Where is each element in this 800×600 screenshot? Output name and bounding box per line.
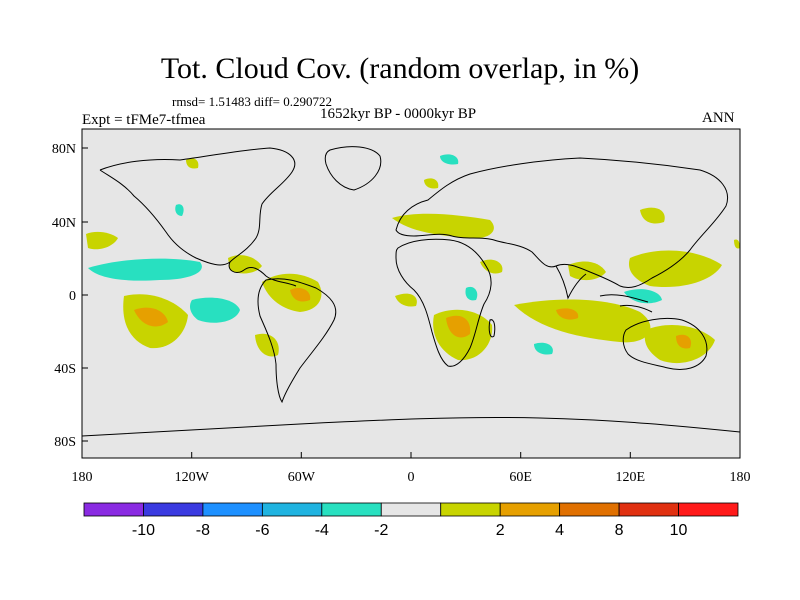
colorbar-swatch xyxy=(321,502,382,517)
colorbar-swatch xyxy=(499,502,561,517)
coastline-india xyxy=(555,265,587,300)
colorbar-swatch xyxy=(618,502,679,517)
colorbar-swatch xyxy=(440,502,501,517)
coastline-madagascar xyxy=(488,319,496,338)
colorbar-swatch xyxy=(380,502,442,517)
positive-anomaly xyxy=(640,207,665,224)
colorbar-label: -2 xyxy=(374,522,388,539)
colorbar: -10 -8 -6 -4 -2 2 4 8 10 xyxy=(83,502,739,539)
coastline-south-america xyxy=(257,278,337,404)
positive-anomaly-strong xyxy=(556,308,579,320)
coastline-indonesia xyxy=(599,294,653,313)
tick-marks xyxy=(81,147,741,458)
colorbar-label: 2 xyxy=(496,522,505,539)
x-tick-label: 180 xyxy=(730,470,751,485)
rmsd-diff-stats: rmsd= 1.51483 diff= 0.290722 xyxy=(172,94,332,109)
negative-anomaly xyxy=(190,297,240,323)
y-tick-label: 40S xyxy=(54,362,76,377)
colorbar-swatch xyxy=(83,502,144,517)
negative-anomaly xyxy=(624,289,662,304)
coastline-africa xyxy=(395,238,492,367)
negative-anomaly xyxy=(465,286,478,301)
positive-anomaly-strong xyxy=(134,307,168,327)
negative-anomaly xyxy=(175,204,184,216)
x-tick-label: 120W xyxy=(175,470,210,485)
coastline-antarctica xyxy=(81,416,741,437)
colorbar-label: 4 xyxy=(555,522,564,539)
experiment-label: Expt = tFMe7-tfmea xyxy=(82,112,206,128)
y-tick-label: 80S xyxy=(54,435,76,450)
positive-anomaly xyxy=(395,293,417,307)
coastline-north-america xyxy=(99,147,297,287)
negative-anomaly xyxy=(440,154,459,165)
colorbar-label: 10 xyxy=(670,522,688,539)
x-tick-label: 120E xyxy=(616,470,646,485)
positive-anomaly xyxy=(392,213,494,239)
positive-anomaly xyxy=(228,255,262,274)
colorbar-swatch xyxy=(143,502,204,517)
x-tick-label: 60E xyxy=(509,470,532,485)
x-tick-label: 180 xyxy=(72,470,93,485)
positive-anomaly xyxy=(186,158,199,169)
coastlines xyxy=(81,146,741,437)
positive-anomaly xyxy=(424,178,439,189)
coastline-australia xyxy=(622,317,708,370)
positive-anomaly xyxy=(514,299,651,343)
colorbar-swatch xyxy=(559,502,620,517)
colorbar-label: -6 xyxy=(255,522,269,539)
x-tick-labels: 180 120W 60W 0 60E 120E 180 xyxy=(72,470,751,485)
time-period: 1652kyr BP - 0000kyr BP xyxy=(320,106,477,122)
y-tick-labels: 80N 40N 0 40S 80S xyxy=(52,142,76,450)
x-tick-label: 0 xyxy=(408,470,415,485)
colorbar-swatch xyxy=(261,502,323,517)
x-tick-label: 60W xyxy=(288,470,316,485)
colorbar-label: 8 xyxy=(615,522,624,539)
coastline-north-america-west xyxy=(99,169,231,266)
colorbar-label: -4 xyxy=(315,522,329,539)
colorbar-swatch xyxy=(202,502,263,517)
season-label: ANN xyxy=(702,110,735,126)
map-title: Tot. Cloud Cov. (random overlap, in %) xyxy=(160,52,640,85)
positive-anomaly xyxy=(734,239,740,249)
colorbar-label: -10 xyxy=(132,522,155,539)
positive-anomaly xyxy=(255,333,279,357)
positive-anomaly xyxy=(480,259,503,274)
positive-anomaly xyxy=(86,231,118,250)
y-tick-label: 80N xyxy=(52,142,76,157)
colorbar-swatch xyxy=(678,502,739,517)
coastline-greenland xyxy=(324,146,382,191)
coastline-eurasia xyxy=(395,157,728,289)
positive-anomaly-strong xyxy=(446,315,471,338)
y-tick-label: 40N xyxy=(52,216,76,231)
colorbar-label: -8 xyxy=(196,522,210,539)
y-tick-label: 0 xyxy=(69,289,76,304)
anomaly-patches xyxy=(86,154,740,364)
positive-anomaly-strong xyxy=(290,288,311,302)
negative-anomaly xyxy=(88,258,202,281)
negative-anomaly xyxy=(534,342,553,355)
positive-anomaly-strong xyxy=(676,334,692,349)
